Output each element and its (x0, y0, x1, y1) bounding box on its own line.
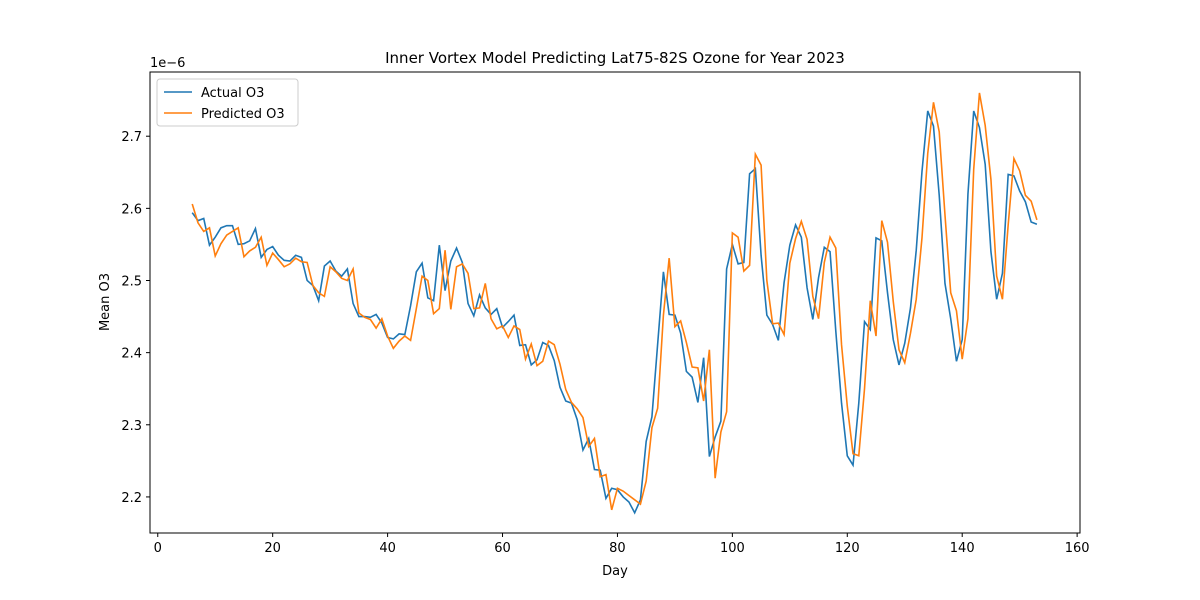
x-tick-label: 0 (154, 541, 162, 556)
y-tick-label: 2.5 (121, 274, 142, 289)
legend-label: Predicted O3 (201, 107, 285, 122)
y-tick-label: 2.6 (121, 202, 142, 217)
y-axis-label: Mean O3 (98, 273, 113, 331)
x-tick-label: 160 (1065, 541, 1090, 556)
y-tick-label: 2.7 (121, 130, 142, 145)
x-tick-label: 100 (720, 541, 745, 556)
x-tick-label: 80 (609, 541, 626, 556)
x-tick-label: 140 (950, 541, 975, 556)
y-tick-label: 2.2 (121, 491, 142, 506)
data-line (191, 92, 1038, 511)
x-tick-label: 40 (379, 541, 396, 556)
legend-box (156, 78, 299, 127)
x-axis-label: Day (602, 564, 628, 579)
data-line (191, 110, 1038, 515)
x-tick-label: 20 (264, 541, 281, 556)
chart-title: Inner Vortex Model Predicting Lat75-82S … (385, 49, 845, 67)
x-tick-label: 120 (835, 541, 860, 556)
x-tick-label: 60 (494, 541, 511, 556)
y-tick-label: 2.4 (121, 347, 142, 362)
y-tick-label: 2.3 (121, 419, 142, 434)
legend-label: Actual O3 (201, 86, 264, 101)
y-offset-label: 1e−6 (150, 56, 185, 71)
plot-frame (149, 71, 1081, 534)
